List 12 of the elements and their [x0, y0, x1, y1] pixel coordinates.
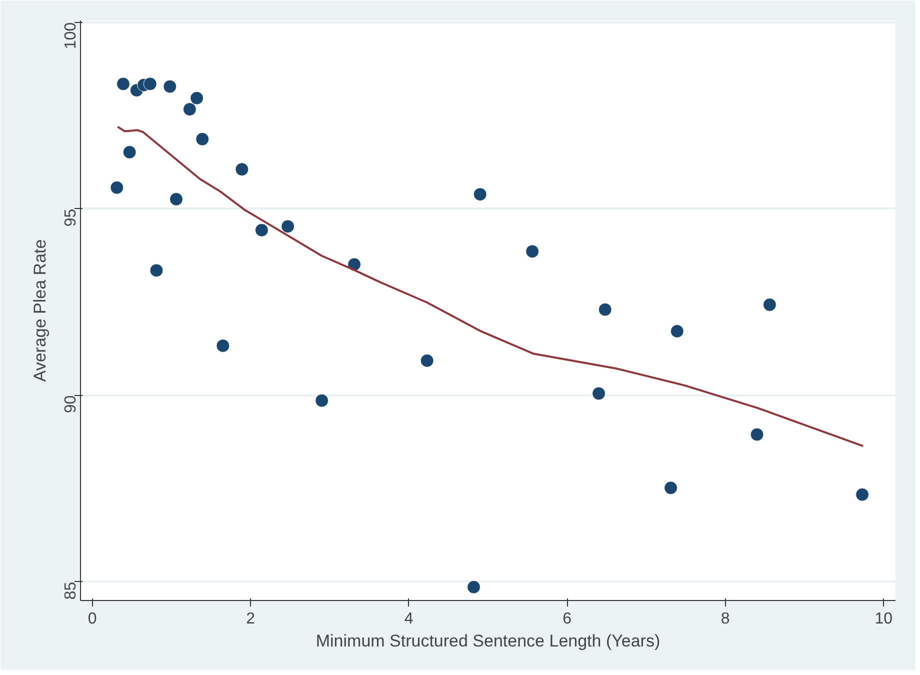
- x-tick-label: 10: [874, 610, 893, 628]
- y-tick-label: 85: [62, 582, 80, 600]
- x-tick-label: 4: [404, 610, 414, 628]
- x-tick-label: 0: [88, 610, 97, 628]
- y-tick-label: 100: [62, 22, 80, 50]
- y-tick-label: 90: [62, 395, 80, 414]
- y-tick-label: 95: [62, 208, 80, 227]
- y-axis-title: Average Plea Rate: [30, 239, 50, 382]
- x-tick-label: 6: [562, 610, 572, 628]
- x-tick-label: 8: [720, 610, 730, 628]
- x-axis-title: Minimum Structured Sentence Length (Years): [316, 632, 660, 650]
- x-tick-label: 2: [246, 610, 256, 628]
